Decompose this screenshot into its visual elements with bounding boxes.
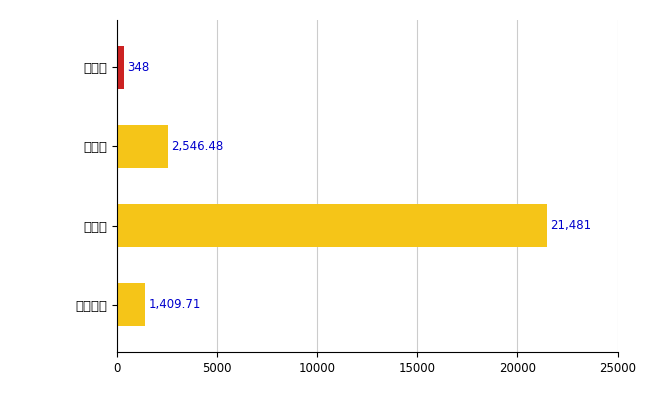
Text: 348: 348 (127, 61, 150, 74)
Text: 2,546.48: 2,546.48 (171, 140, 223, 153)
Text: 21,481: 21,481 (550, 219, 592, 232)
Bar (117, 204, 547, 247)
Bar (117, 46, 124, 89)
Text: 1,409.71: 1,409.71 (148, 298, 201, 311)
Bar (117, 283, 145, 326)
Bar (117, 125, 168, 168)
